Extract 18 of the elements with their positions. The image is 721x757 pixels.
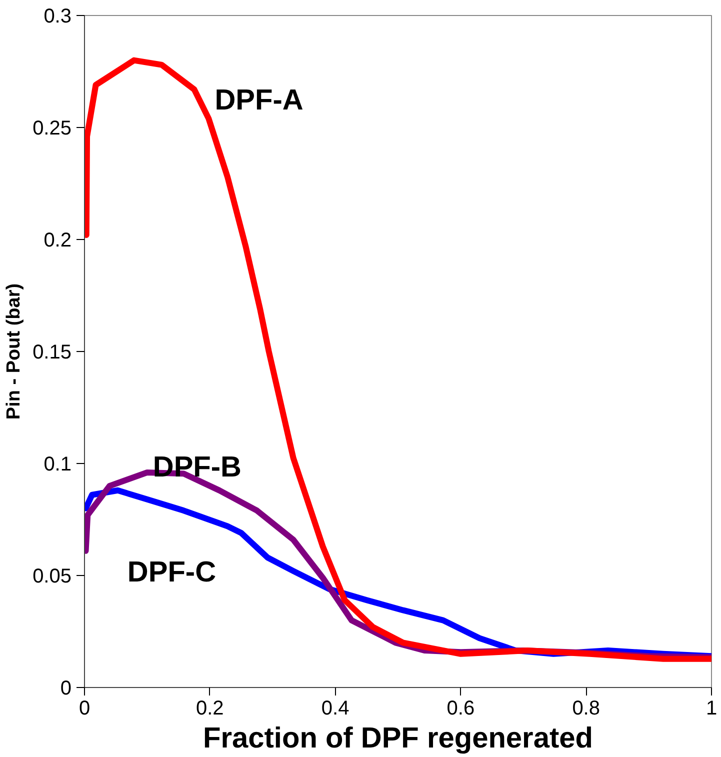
x-tick-label: 0.8: [572, 698, 600, 720]
x-axis-title: Fraction of DPF regenerated: [203, 722, 593, 754]
y-tick-label: 0.15: [32, 342, 72, 364]
y-tick-label: 0.25: [32, 118, 72, 140]
series-label: DPF-C: [127, 556, 216, 588]
y-tick-label: 0.2: [44, 230, 72, 252]
x-tick-label: 0: [78, 698, 90, 720]
x-tick-label: 1: [706, 698, 718, 720]
x-tick-label: 0.4: [321, 698, 350, 720]
x-tick-label: 0.2: [196, 698, 224, 720]
x-tick-label: 0.6: [446, 698, 475, 720]
y-tick-label: 0.05: [32, 566, 72, 588]
series-label: DPF-B: [152, 451, 242, 484]
y-tick-label: 0.3: [44, 6, 72, 28]
y-axis-title: Pin - Pout (bar): [4, 283, 25, 420]
series-label: DPF-A: [214, 84, 304, 116]
y-tick-label: 0: [60, 678, 72, 700]
y-tick-label: 0.1: [44, 454, 72, 476]
